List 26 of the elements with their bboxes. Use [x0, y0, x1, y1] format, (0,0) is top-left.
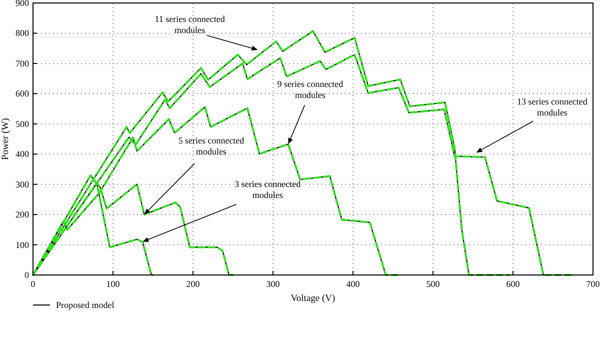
y-tick-label: 0: [24, 270, 30, 280]
y-tick-label: 100: [16, 240, 30, 250]
annotation: 13 series connected modules: [516, 96, 588, 118]
x-tick-label: 300: [266, 279, 280, 289]
y-tick-label: 200: [16, 210, 30, 220]
annotation: 3 series connected modules: [234, 178, 302, 200]
annotation: 5 series connected modules: [178, 136, 245, 157]
x-tick-label: 600: [506, 279, 520, 289]
x-tick-label: 0: [30, 279, 36, 289]
y-tick-label: 300: [16, 179, 30, 190]
x-tick-label: 500: [426, 279, 440, 289]
y-tick-label: 700: [16, 58, 30, 68]
x-tick-label: 400: [346, 279, 360, 289]
x-tick-label: 200: [186, 279, 200, 289]
x-axis-title: Voltage (V): [290, 294, 336, 304]
y-tick-label: 400: [16, 149, 30, 160]
x-tick-label: 700: [586, 279, 600, 289]
legend-label: Proposed model: [56, 300, 115, 310]
y-tick-label: 500: [16, 118, 30, 129]
y-axis-title: Power (W): [1, 118, 11, 160]
y-tick-label: 900: [16, 0, 30, 8]
annotation: 9 series connected modules: [277, 79, 344, 100]
y-tick-label: 800: [16, 28, 30, 38]
x-tick-label: 100: [106, 279, 120, 289]
y-tick-label: 600: [16, 88, 30, 99]
annotation: 11 series connected modules: [154, 14, 226, 35]
